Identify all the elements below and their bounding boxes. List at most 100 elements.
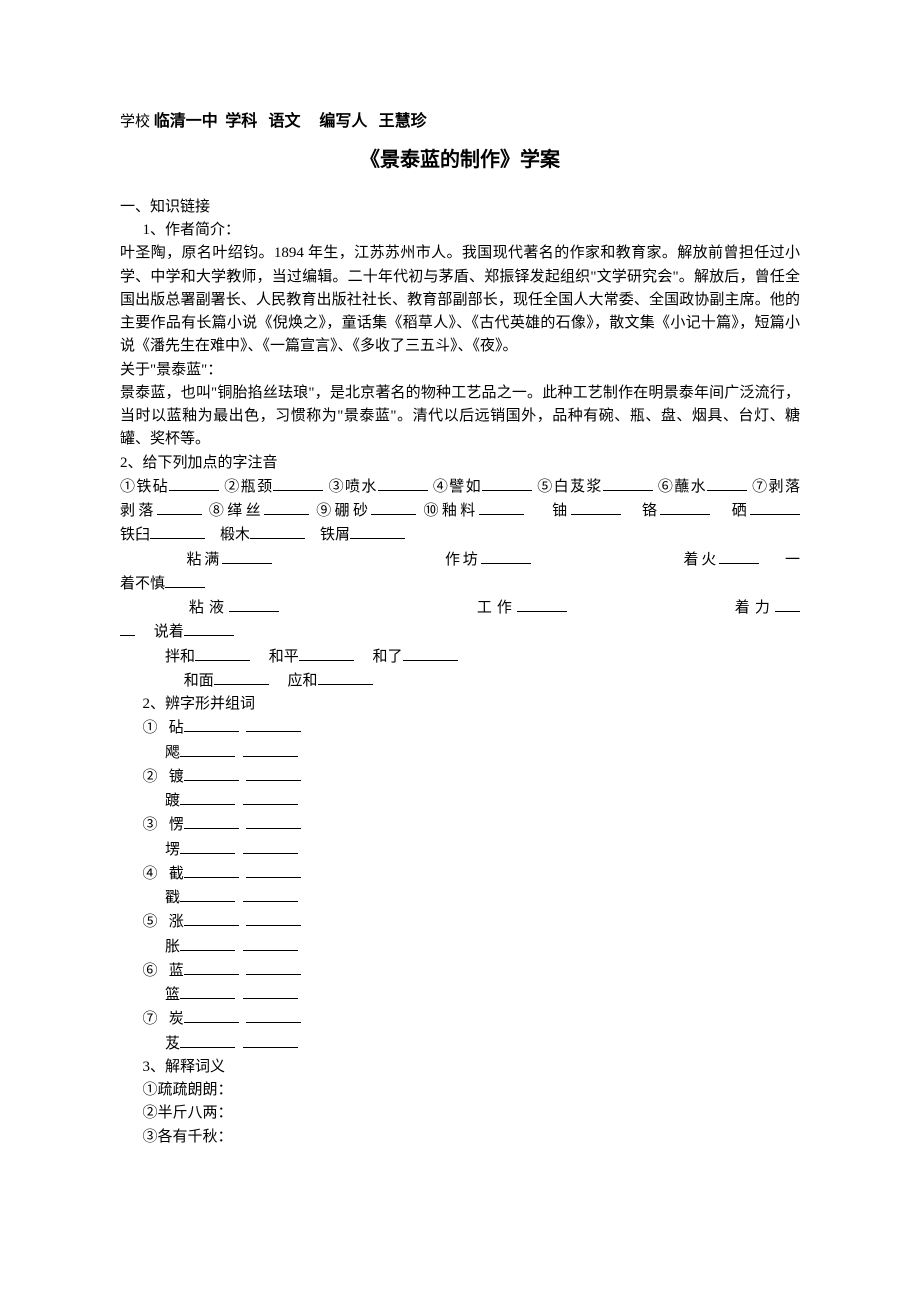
- blank: [479, 499, 524, 515]
- pair-row-b: 踱: [120, 789, 800, 813]
- blank: [243, 983, 298, 999]
- pair-num: ④: [143, 866, 158, 882]
- def-2: ②半斤八两：: [120, 1102, 800, 1125]
- section3-heading: 2、辨字形并组词: [120, 693, 800, 716]
- he-a: 拌和: [165, 649, 195, 665]
- label-school: 学校: [120, 114, 150, 130]
- item-6: ⑥蘸水: [658, 479, 707, 495]
- blank: [719, 548, 759, 564]
- pair-char-a: 愣: [169, 817, 184, 833]
- pair-row-b: 戳: [120, 886, 800, 910]
- label-subject: 学科: [225, 113, 257, 130]
- blank: [660, 499, 710, 515]
- pair-char-b: 塄: [165, 842, 180, 858]
- pair-row-a: ⑦ 炭: [120, 1007, 800, 1031]
- pair-char-a: 炭: [169, 1011, 184, 1027]
- blank: [184, 813, 239, 829]
- blank: [264, 499, 309, 515]
- item-3: ③喷水: [329, 479, 378, 495]
- blank: [517, 596, 567, 612]
- blank: [707, 475, 747, 491]
- group-zhan-row: 粘满 作坊 着火 一: [120, 548, 800, 572]
- blank: [214, 669, 269, 685]
- blank: [273, 475, 323, 491]
- blank: [195, 645, 250, 661]
- blank: [378, 475, 428, 491]
- item-5: ⑤白芨浆: [537, 479, 603, 495]
- blank: [246, 959, 301, 975]
- pair-char-b: 芨: [165, 1036, 180, 1052]
- page-title: 《景泰蓝的制作》学案: [120, 145, 800, 176]
- header-line: 学校 临清一中 学科 语文 编写人 王慧珍: [120, 110, 800, 135]
- blank: [243, 789, 298, 805]
- blank: [481, 548, 531, 564]
- he-c: 和了: [373, 649, 403, 665]
- zhan-a: 粘满: [187, 552, 223, 568]
- blank: [180, 789, 235, 805]
- blank: [184, 862, 239, 878]
- pair-char-b: 踱: [165, 793, 180, 809]
- section2-heading: 2、给下列加点的字注音: [120, 452, 800, 475]
- blank: [150, 523, 205, 539]
- def-3: ③各有千秋：: [120, 1126, 800, 1149]
- he-e: 应和: [288, 673, 318, 689]
- item-8: ⑧缂丝: [209, 503, 264, 519]
- def-1: ①疏疏朗朗：: [120, 1079, 800, 1102]
- item-4: ④譬如: [433, 479, 482, 495]
- zhan-c: 着火: [684, 552, 720, 568]
- blank: [299, 645, 354, 661]
- nian-c: 着力: [735, 600, 775, 616]
- blank: [243, 1032, 298, 1048]
- nian-d: 说着: [154, 624, 184, 640]
- nian-a: 粘液: [189, 600, 229, 616]
- blank: [184, 1007, 239, 1023]
- section4-heading: 3、解释词义: [120, 1056, 800, 1079]
- blank: [243, 838, 298, 854]
- author-intro-label: 1、作者简介：: [120, 219, 800, 242]
- pair-char-b: 飔: [165, 745, 180, 761]
- pair-row-a: ④ 截: [120, 862, 800, 886]
- school-name: 临清一中: [154, 113, 218, 130]
- blank: [120, 620, 135, 636]
- blank: [180, 1032, 235, 1048]
- group-he-row2: 和面 应和: [120, 669, 800, 693]
- item-e: 椴木: [220, 527, 250, 543]
- blank: [184, 765, 239, 781]
- blank: [246, 716, 301, 732]
- pair-num: ②: [143, 769, 158, 785]
- blank: [165, 572, 205, 588]
- blank: [750, 499, 800, 515]
- pair-row-a: ② 镀: [120, 765, 800, 789]
- pair-char-b: 戳: [165, 890, 180, 906]
- pair-row-b: 塄: [120, 838, 800, 862]
- item-a: 铀: [552, 503, 570, 519]
- blank: [403, 645, 458, 661]
- blank: [350, 523, 405, 539]
- blank: [180, 886, 235, 902]
- author-name: 王慧珍: [379, 113, 427, 130]
- about-jtl-text: 景泰蓝，也叫"铜胎掐丝珐琅"，是北京著名的物种工艺品之一。此种工艺制作在明景泰年…: [120, 382, 800, 452]
- item-f: 铁屑: [320, 527, 350, 543]
- pair-row-a: ③ 愣: [120, 813, 800, 837]
- section1-heading: 一、知识链接: [120, 196, 800, 219]
- pair-char-b: 胀: [165, 939, 180, 955]
- blank: [180, 935, 235, 951]
- pair-char-a: 镀: [169, 769, 184, 785]
- pair-num: ③: [143, 817, 158, 833]
- blank: [157, 499, 202, 515]
- author-intro-text: 叶圣陶，原名叶绍钧。1894 年生，江苏苏州市人。我国现代著名的作家和教育家。解…: [120, 242, 800, 358]
- item-1: ①铁砧: [120, 479, 169, 495]
- pair-char-a: 涨: [169, 914, 184, 930]
- nian-b: 工作: [477, 600, 517, 616]
- zhan-d: 着不慎: [120, 576, 165, 592]
- item-7: ⑦剥落: [752, 479, 800, 495]
- zhan-b: 作坊: [445, 552, 481, 568]
- pair-row-b: 飔: [120, 741, 800, 765]
- blank: [243, 935, 298, 951]
- pair-char-b: 篮: [165, 987, 180, 1003]
- item-10: ⑩釉料: [423, 503, 478, 519]
- blank: [775, 596, 800, 612]
- pair-char-a: 蓝: [169, 963, 184, 979]
- blank: [222, 548, 272, 564]
- item-c: 硒: [732, 503, 750, 519]
